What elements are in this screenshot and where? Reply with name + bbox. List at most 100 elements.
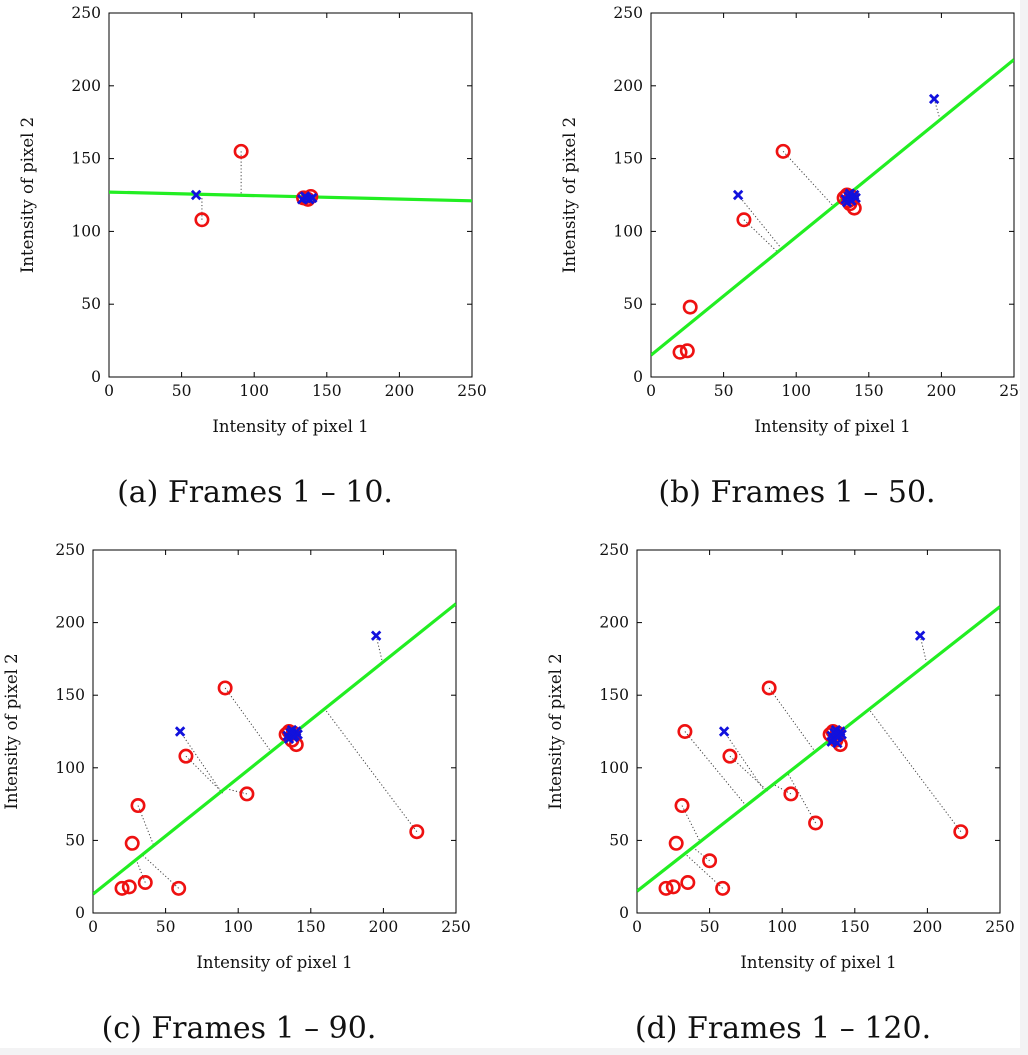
chart-d-circle-point [953, 824, 969, 840]
chart-a-fit-line [109, 190, 472, 203]
chart-d-residual-line [919, 635, 927, 661]
chart-c-cross-point [283, 733, 295, 744]
chart-d-residual-line [868, 709, 962, 832]
chart-a-cross-point [307, 192, 318, 204]
chart-a-cross-stroke [299, 191, 311, 202]
chart-b-cross-point [841, 197, 853, 208]
chart-c-residual-line [375, 635, 383, 661]
chart-b-fit-line [651, 58, 1014, 357]
chart-c-fit-line [93, 602, 456, 896]
chart-c-ytick-label: 0 [75, 904, 85, 922]
chart-a-xtick-label: 100 [239, 382, 269, 400]
chart-a-xtick-label: 250 [457, 382, 487, 400]
chart-c-residual-line [223, 787, 248, 795]
chart-b-ytick-label: 200 [613, 77, 643, 95]
chart-c-circle-point [121, 879, 137, 895]
chart-b-circle-point [775, 143, 791, 159]
chart-d-xtick-label: 50 [700, 918, 720, 936]
chart-a-ylabel: Intensity of pixel 2 [18, 117, 37, 273]
chart-c-cross-point [370, 630, 382, 641]
chart-a-cross-stroke [307, 192, 318, 204]
chart-d-circle-point [715, 880, 731, 896]
chart-d-cross-point [832, 737, 843, 749]
chart-b-circle-point [736, 212, 752, 228]
chart-d-residual-line [787, 773, 817, 824]
chart-d-circle-point [680, 875, 696, 891]
chart-d-xtick-label: 0 [632, 918, 642, 936]
chart-c-xtick-label: 50 [156, 918, 176, 936]
chart-c-cross-stroke [289, 730, 301, 742]
chart-d-ytick-label: 0 [619, 904, 629, 922]
chart-c-circle-point [130, 798, 146, 814]
chart-d-cross-point [718, 726, 730, 737]
chart-c-residual-line [324, 709, 418, 832]
chart-c-ytick-label: 200 [55, 614, 85, 632]
chart-a-caption: (a) Frames 1 – 10. [117, 475, 393, 510]
chart-d-cross-point [830, 724, 842, 736]
chart-b-cross-stroke [732, 189, 744, 201]
chart-a-cross-point [299, 191, 311, 202]
chart-d-ylabel: Intensity of pixel 2 [546, 653, 565, 809]
chart-d-xtick-label: 200 [913, 918, 943, 936]
chart-c-ytick-label: 250 [55, 541, 85, 559]
chart-d-residual-line [768, 687, 815, 751]
chart-d-circle-point [783, 786, 799, 802]
chart-d-circle-point [665, 879, 681, 895]
chart-b-xlabel: Intensity of pixel 1 [754, 417, 910, 436]
chart-d-xtick-label: 150 [840, 918, 870, 936]
chart-b-ytick-label: 100 [613, 222, 643, 240]
chart-b-circle-point [682, 299, 698, 315]
chart-d-cross-point [914, 630, 926, 641]
chart-d-residual-line [729, 755, 769, 792]
chart-d: 0 50 100 150 200 250 0 50 100 150 200 250 Intensity … [546, 541, 1015, 1046]
chart-d-fit-line [637, 605, 1000, 893]
chart-d-circle-point [677, 723, 693, 739]
chart-d-circle-point [761, 680, 777, 696]
chart-a-axes-frame [108, 12, 473, 378]
chart-c-ytick-label: 100 [55, 759, 85, 777]
chart-c: 0 50 100 150 200 250 0 50 100 150 200 250 Intensity … [2, 541, 471, 1046]
chart-a-cross-point [190, 189, 202, 201]
chart-c-caption: (c) Frames 1 – 90. [102, 1011, 377, 1046]
chart-c-cross-point [174, 726, 186, 737]
chart-d-ytick-label: 250 [599, 541, 629, 559]
chart-c-cross-stroke [283, 733, 295, 744]
chart-b-ytick-label: 250 [613, 4, 643, 22]
chart-a-xtick-label: 50 [172, 382, 192, 400]
chart-d-circle-point [808, 815, 824, 831]
chart-d-ytick-label: 150 [599, 686, 629, 704]
chart-b-xtick-label: 250 [999, 382, 1020, 400]
chart-b-xtick-label: 150 [854, 382, 884, 400]
chart-c-residual-line [224, 687, 271, 751]
chart-c-residual-line [142, 854, 180, 889]
chart-d-circle-point [668, 835, 684, 851]
chart-c-circle-point [217, 680, 233, 696]
chart-b-circle-point [672, 344, 688, 360]
chart-c-xtick-label: 100 [223, 918, 253, 936]
chart-b-cross-stroke [844, 188, 856, 199]
chart-a: 0 50 100 150 200 250 0 50 100 150 200 250 Intensity … [18, 4, 487, 510]
chart-b-data-layer [651, 58, 1014, 360]
chart-c-xtick-label: 0 [88, 918, 98, 936]
chart-c-circle-point [171, 880, 187, 896]
chart-c-circle-point [137, 875, 153, 891]
chart-d-cross-stroke [832, 737, 843, 749]
chart-b-ytick-label: 0 [633, 368, 643, 386]
chart-c-cross-stroke [370, 630, 382, 641]
chart-b-xtick-label: 100 [781, 382, 811, 400]
chart-c-axes-frame [92, 549, 457, 914]
chart-b-residual-line [933, 98, 941, 120]
chart-b-residual-line [782, 150, 833, 206]
chart-d-data-layer [637, 605, 1000, 896]
chart-c-xlabel: Intensity of pixel 1 [196, 953, 352, 972]
chart-c-circle-point [239, 786, 255, 802]
chart-a-xlabel: Intensity of pixel 1 [212, 417, 368, 436]
chart-c-cross-point [286, 724, 298, 736]
chart-d-ytick-label: 200 [599, 614, 629, 632]
chart-d-xtick-label: 250 [985, 918, 1015, 936]
chart-b-ytick-label: 50 [623, 295, 643, 313]
chart-a-ytick-label: 100 [71, 222, 101, 240]
chart-b-ytick-label: 150 [613, 150, 643, 168]
chart-d-ytick-label: 100 [599, 759, 629, 777]
